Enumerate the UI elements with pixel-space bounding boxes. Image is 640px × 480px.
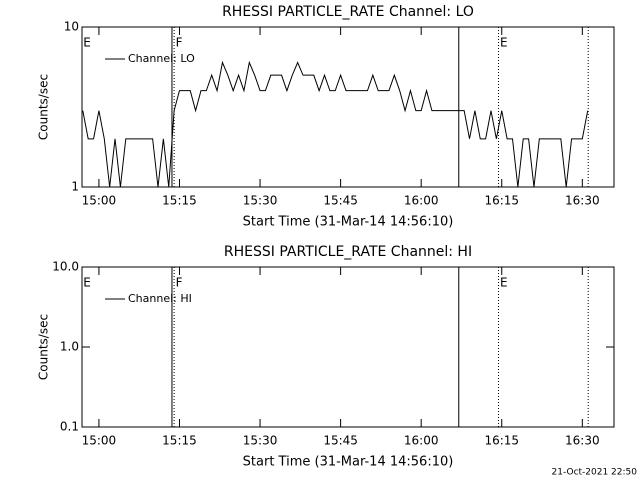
annotation: E [83, 36, 91, 50]
x-tick-label: 15:00 [82, 194, 117, 208]
x-tick-label: 15:45 [323, 194, 358, 208]
y-tick-label: 0.1 [60, 420, 79, 434]
y-tick-label: 1.0 [60, 340, 79, 354]
y-axis-label: Counts/sec [37, 74, 51, 140]
y-tick-label: 10.0 [52, 260, 79, 274]
data-line [82, 60, 589, 188]
annotation: E [500, 36, 508, 50]
x-tick-label: 15:45 [323, 434, 358, 448]
chart-title: RHESSI PARTICLE_RATE Channel: LO [222, 4, 474, 20]
x-axis-label: Start Time (31-Mar-14 14:56:10) [243, 215, 454, 230]
x-tick-label: 16:15 [484, 434, 519, 448]
x-tick-label: 15:30 [243, 434, 278, 448]
chart-title: RHESSI PARTICLE_RATE Channel: HI [224, 244, 472, 260]
plot-frame [81, 26, 615, 188]
x-tick-label: 15:15 [162, 194, 197, 208]
y-tick-label: 10 [64, 20, 79, 34]
annotation: E [500, 276, 508, 290]
legend-label: Channel: HI [128, 292, 192, 305]
y-tick-label: 1 [71, 180, 79, 194]
x-tick-label: 16:15 [484, 194, 519, 208]
x-tick-label: 16:00 [404, 434, 439, 448]
annotation: E [83, 276, 91, 290]
x-tick-label: 15:15 [162, 434, 197, 448]
annotation: F [176, 276, 183, 290]
x-tick-label: 16:30 [565, 194, 600, 208]
x-tick-label: 16:30 [565, 434, 600, 448]
y-axis-label: Counts/sec [37, 314, 51, 380]
x-tick-label: 15:00 [82, 434, 117, 448]
annotation: F [176, 36, 183, 50]
x-tick-label: 15:30 [243, 194, 278, 208]
x-tick-label: 16:00 [404, 194, 439, 208]
footer: 21-Oct-2021 22:50 [552, 468, 638, 478]
legend-label: Channel: LO [128, 52, 195, 65]
x-axis-label: Start Time (31-Mar-14 14:56:10) [243, 455, 454, 470]
